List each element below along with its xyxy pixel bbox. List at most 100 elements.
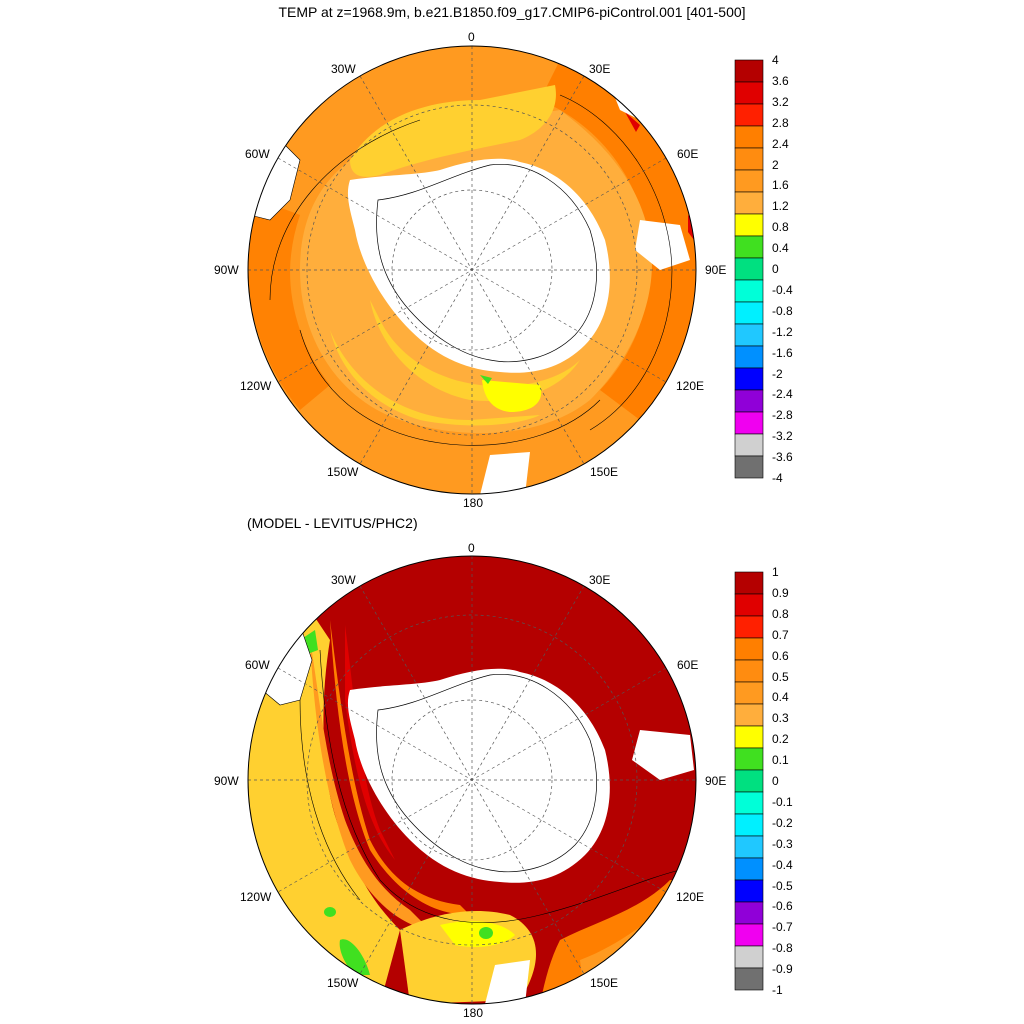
- top-colorbar-label: -1.2: [772, 324, 793, 339]
- top-colorbar-box: [734, 301, 764, 325]
- top-patch-yellow: [482, 380, 542, 412]
- bottom-land-nz: [485, 960, 530, 1004]
- bottom-colorbar-label: 0: [772, 774, 779, 788]
- bottom-lon-label-180: 180: [463, 1006, 484, 1020]
- bottom-colorbar-box: [734, 813, 764, 837]
- top-colorbar-box: [734, 367, 764, 391]
- bottom-colorbar-label: 0.2: [772, 732, 789, 747]
- bottom-zone-south-bright: [440, 921, 515, 947]
- top-polar-map: [247, 45, 697, 495]
- bottom-colorbar-label: 0.8: [772, 606, 789, 621]
- bottom-colorbar-label: -0.1: [772, 794, 793, 809]
- bottom-colorbar-box: [734, 593, 764, 617]
- bottom-map-border: [247, 555, 697, 1005]
- top-colorbar-label: -2: [772, 366, 783, 381]
- bottom-colorbar-label: 0.1: [772, 753, 789, 768]
- bottom-zone-se-orange: [540, 880, 690, 1004]
- bottom-polar-map: [247, 555, 697, 1005]
- top-colorbar-box: [734, 257, 764, 281]
- bottom-colorbar-box: [734, 725, 764, 749]
- top-lon-label-30e: 30E: [589, 62, 611, 76]
- top-colorbar-label: 0: [772, 262, 779, 276]
- bottom-lon-label-120e: 120E: [676, 890, 705, 904]
- top-colorbar-box: [734, 213, 764, 237]
- top-colorbar-label: 2: [772, 157, 779, 172]
- top-lon-label-0: 0: [468, 30, 475, 44]
- top-colorbar-label: -3.6: [772, 450, 793, 465]
- bottom-zone-west-red: [345, 625, 395, 860]
- top-map-title: TEMP at z=1968.9m, b.e21.B1850.f09_g17.C…: [278, 4, 746, 20]
- bottom-colorbar-label: -0.8: [772, 941, 793, 956]
- top-colorbar-box: [734, 455, 764, 479]
- top-colorbar-label: -1.6: [772, 345, 793, 360]
- bottom-zone-west-orange: [310, 640, 430, 930]
- top-colorbar: [734, 59, 764, 479]
- bottom-lon-label-90e: 90E: [705, 774, 727, 788]
- top-colorbar-box: [734, 191, 764, 215]
- bottom-colorbar-box: [734, 879, 764, 903]
- bottom-lon-label-150e: 150E: [590, 976, 619, 990]
- top-land-nz: [480, 452, 530, 494]
- top-lon-label-90w: 90W: [214, 263, 239, 277]
- bottom-colorbar-box: [734, 571, 764, 595]
- bottom-colorbar-box: [734, 835, 764, 859]
- top-colorbar-box: [734, 125, 764, 149]
- top-lon-label-60w: 60W: [245, 147, 270, 161]
- bottom-colorbar-box: [734, 681, 764, 705]
- top-colorbar-box: [734, 147, 764, 171]
- bottom-lon-label-90w: 90W: [214, 774, 239, 788]
- top-colorbar-box: [734, 433, 764, 457]
- bottom-lon-label-150w: 150W: [327, 976, 359, 990]
- bottom-colorbar-box: [734, 747, 764, 771]
- bottom-lon-label-60w: 60W: [245, 658, 270, 672]
- bottom-land-australia: [632, 730, 694, 780]
- bottom-contour-2: [299, 699, 361, 901]
- bottom-colorbar-box: [734, 703, 764, 727]
- top-map-border: [247, 45, 697, 495]
- top-colorbar-box: [734, 59, 764, 83]
- bottom-antarctica-coast: [376, 674, 597, 873]
- bottom-colorbar-label: -0.6: [772, 899, 793, 914]
- top-colorbar-box: [734, 411, 764, 435]
- bottom-colorbar: [734, 571, 764, 991]
- bottom-colorbar-box: [734, 923, 764, 947]
- top-lon-label-30w: 30W: [331, 62, 356, 76]
- top-zone-ross: [370, 300, 580, 401]
- top-colorbar-label: 2.8: [772, 115, 789, 130]
- top-land-australia: [635, 220, 690, 270]
- top-colorbar-label: -0.8: [772, 303, 793, 318]
- bottom-lon-label-0: 0: [468, 541, 475, 555]
- bottom-colorbar-label: -0.2: [772, 815, 793, 830]
- bottom-colorbar-label: 0.3: [772, 711, 789, 726]
- top-lon-label-150w: 150W: [327, 465, 359, 479]
- top-colorbar-label: -2.8: [772, 408, 793, 423]
- bottom-map-title: (MODEL - LEVITUS/PHC2): [247, 515, 418, 531]
- bottom-colorbar-label: -1: [772, 983, 783, 997]
- top-zone-south: [330, 330, 540, 426]
- bottom-lon-label-120w: 120W: [240, 890, 272, 904]
- top-colorbar-label: 4: [772, 53, 779, 67]
- bottom-colorbar-box: [734, 857, 764, 881]
- top-patch-red-ne: [625, 112, 640, 132]
- top-colorbar-box: [734, 389, 764, 413]
- bottom-colorbar-box: [734, 967, 764, 991]
- bottom-colorbar-label: 0.9: [772, 585, 789, 600]
- top-colorbar-box: [734, 103, 764, 127]
- top-lon-label-180: 180: [463, 496, 484, 510]
- bottom-graticule: [248, 556, 696, 1004]
- bottom-colorbar-box: [734, 615, 764, 639]
- bottom-patch-green-1: [479, 927, 493, 939]
- top-colorbar-label: -2.4: [772, 387, 793, 402]
- top-colorbar-box: [734, 235, 764, 259]
- top-patch-green: [480, 375, 492, 384]
- top-graticule: [248, 46, 696, 494]
- bottom-patch-green-3: [339, 939, 370, 975]
- top-colorbar-label: -3.2: [772, 429, 793, 444]
- top-lon-label-90e: 90E: [705, 263, 727, 277]
- bottom-colorbar-label: 0.4: [772, 690, 789, 705]
- bottom-patch-green-2: [324, 907, 336, 917]
- bottom-land-antarctica: [347, 668, 610, 883]
- bottom-colorbar-label: 0.7: [772, 627, 789, 642]
- bottom-contour-1: [319, 649, 681, 923]
